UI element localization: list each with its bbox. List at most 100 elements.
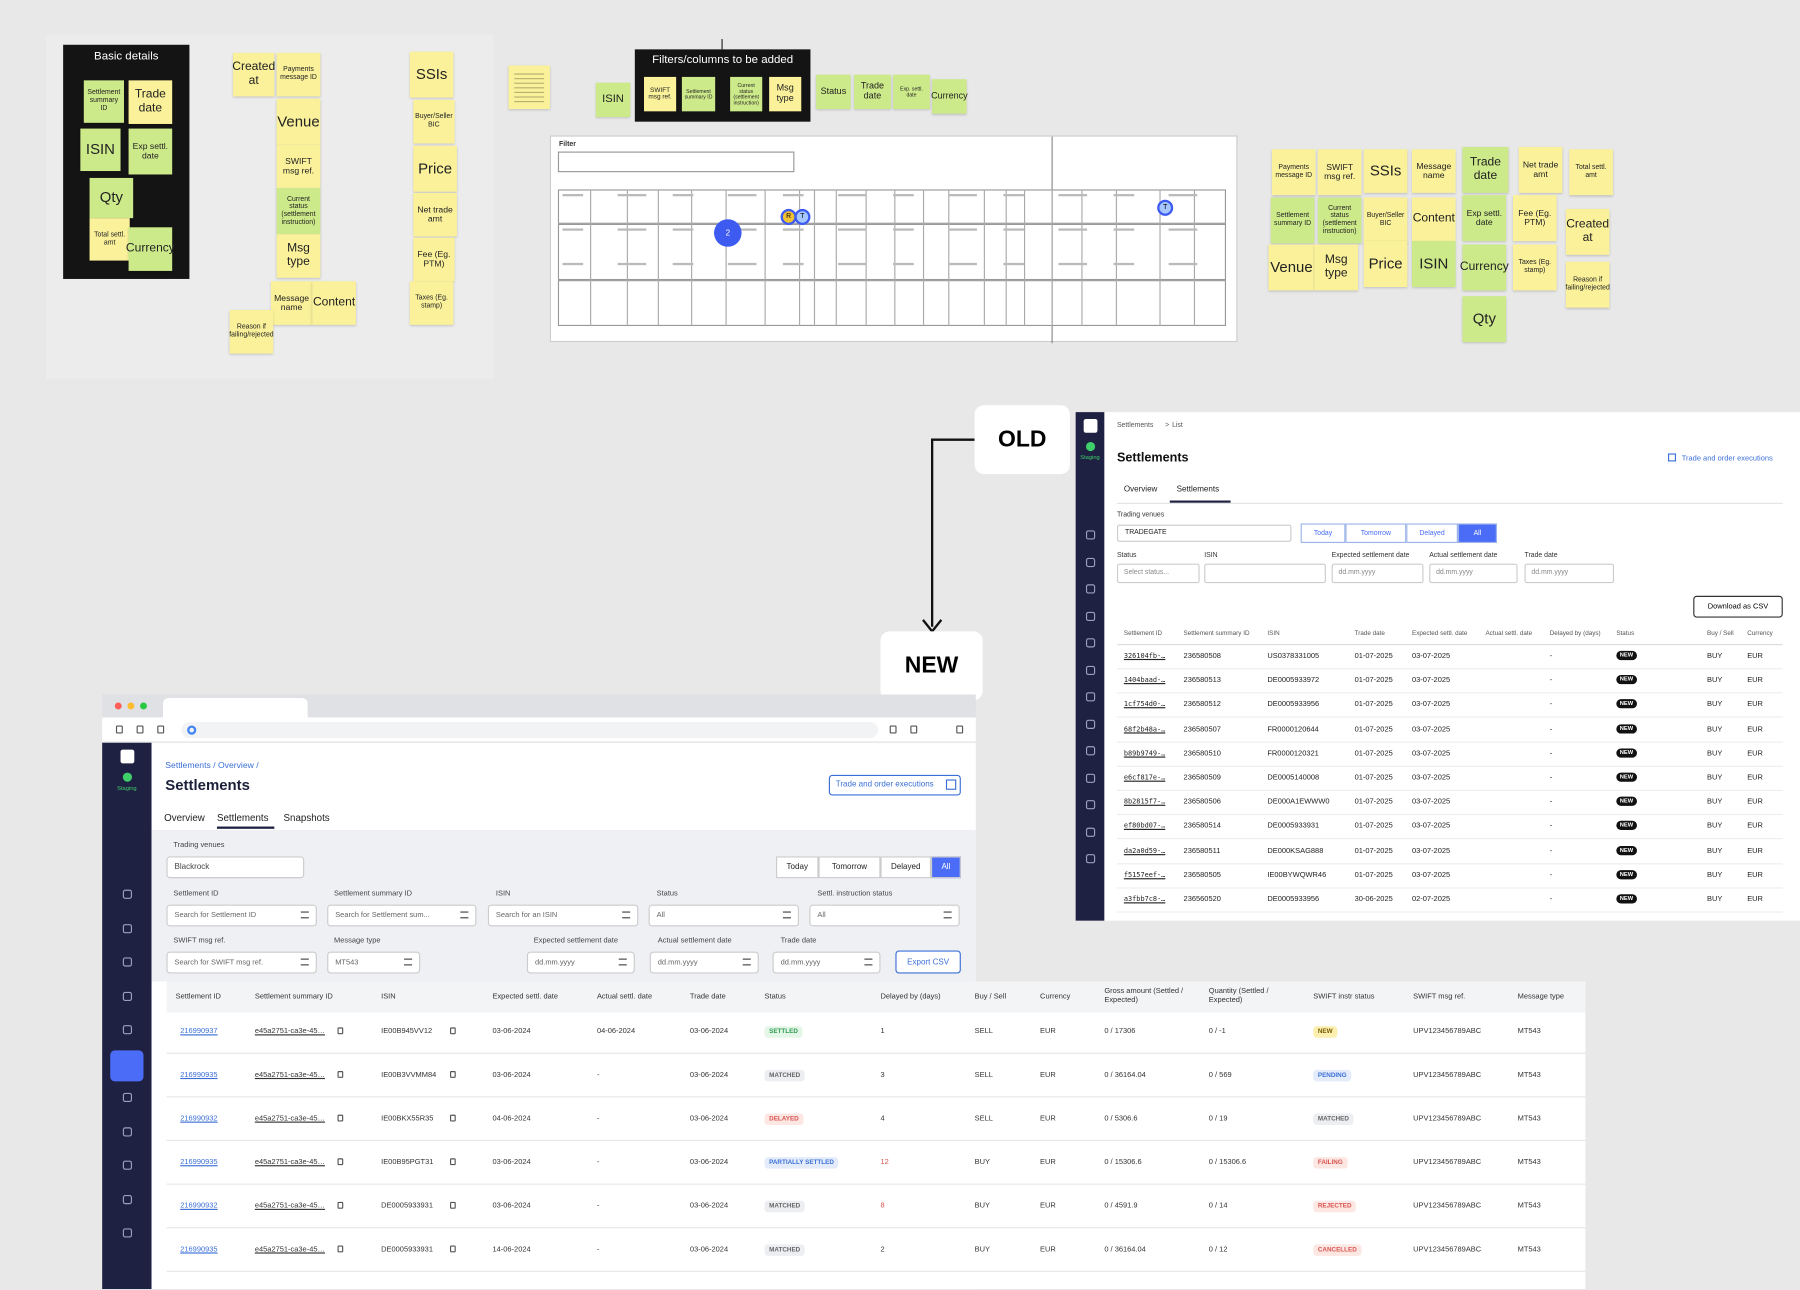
cell: DE0005140008 [1267,773,1320,782]
cell: - [1549,846,1553,855]
select-value: Blackrock [174,863,210,872]
input-icon [864,958,873,966]
breadcrumb: Settlements [1116,422,1154,430]
sheet-text [893,262,914,266]
cell: 216990935 [180,1071,218,1080]
status-pill: NEW [1616,772,1637,782]
breadcrumb: List [1172,422,1183,430]
sticky-note: Qty [1462,296,1507,343]
copy-icon [450,1245,456,1253]
cell: - [596,1245,600,1254]
sheet-col [657,189,659,327]
cell: IE00B945VV12 [381,1027,433,1036]
cell: EUR [1747,871,1763,880]
cell: BUY [1707,822,1723,831]
cell: MT543 [1517,1114,1541,1123]
input-icon [404,958,413,966]
status-pill: NEW [1616,796,1637,807]
text-line [514,73,545,75]
column-header: Currency [1747,630,1773,638]
sticky-note: Exp. settl. date [893,74,930,110]
field-label: ISIN [495,889,511,898]
status-pill: CANCELLED [1313,1244,1362,1256]
field-label: Settlement ID [173,889,219,898]
cell: MT543 [1517,1245,1541,1254]
field-label: Message type [334,936,381,945]
column-header: Buy / Sell [974,992,1007,1002]
sticky-note: Reason if failing/rejected [1565,261,1610,308]
column-header: Delayed by (days) [880,992,941,1002]
cell: 03-06-2024 [492,1158,531,1167]
cell: BUY [1707,846,1723,855]
field-label: Trade date [780,936,817,945]
cell: 3 [880,1071,885,1080]
row-border [166,1052,1586,1054]
cell: 03-06-2024 [689,1027,729,1036]
field-label: Status [1116,552,1137,560]
nav-icon [1085,665,1095,675]
cell: EUR [1040,1071,1056,1080]
placeholder: MT543 [335,958,359,967]
field-label: Trade date [1524,552,1558,560]
cell: 01-07-2025 [1354,652,1393,661]
placeholder: All [817,911,826,920]
row-border [166,1270,1586,1272]
cell: e6cf817e-… [1123,773,1166,782]
window-dot [114,702,122,710]
sheet-col [813,189,816,327]
field-label: Actual settlement date [1429,552,1498,560]
sheet-text [1003,262,1024,266]
nav-icon [122,1126,132,1136]
sticky-note: Total settl. amt [89,218,130,261]
cell: - [1549,871,1553,880]
status-pill: NEW [1616,723,1637,734]
cell: BUY [1707,895,1723,904]
cell: UPV123456789ABC [1413,1114,1482,1123]
period-button: Today [1300,523,1346,543]
cell: BUY [1707,749,1723,758]
cell: FR0000120644 [1267,725,1319,734]
sticky-note: Msg type [276,234,321,278]
input-icon [300,911,309,919]
status-pill: MATCHED [1313,1113,1354,1126]
cell: DE0005933972 [1267,676,1320,685]
cell: 14-06-2024 [492,1245,531,1254]
cell: UPV123456789ABC [1413,1027,1482,1036]
sheet-col [983,189,985,327]
input [648,904,799,927]
cell: 01-07-2025 [1354,700,1393,709]
cell: 03-06-2024 [689,1158,729,1167]
sticky-note: Trade date [128,80,173,124]
sticky-note: Trade date [854,74,891,110]
sheet-col [1159,189,1161,327]
cell: 0 / 36164.04 [1104,1245,1146,1254]
avatar: T [794,208,811,226]
status-pill: NEW [1616,894,1637,904]
cell: FR0000120321 [1267,749,1319,758]
text-line [514,101,545,103]
logo [1083,419,1097,433]
cell: EUR [1747,822,1763,831]
cell: 236580505 [1183,871,1221,880]
cell: 03-07-2025 [1411,749,1451,758]
sheet-text [1168,228,1198,231]
row-border [1116,887,1783,889]
url-field [181,722,879,739]
sticky-note: Venue [276,98,321,145]
cell: 8 [880,1201,885,1210]
cell: UPV123456789ABC [1413,1158,1482,1167]
nav-icon [1085,827,1095,837]
cell: EUR [1040,1201,1056,1210]
tab: Settlements [1176,485,1220,494]
sheet-text [782,262,804,266]
table [166,981,1586,1290]
sticky-note: Buyer/Seller BIC [413,99,455,144]
placeholder: dd.mm.yyyy [780,958,821,967]
column-header: ISIN [381,992,396,1002]
input-icon [618,958,627,966]
cell: MT543 [1517,1071,1541,1080]
cell: 0 / 15306.6 [1104,1158,1142,1167]
tab-underline [1169,500,1231,503]
cell: EUR [1040,1158,1056,1167]
